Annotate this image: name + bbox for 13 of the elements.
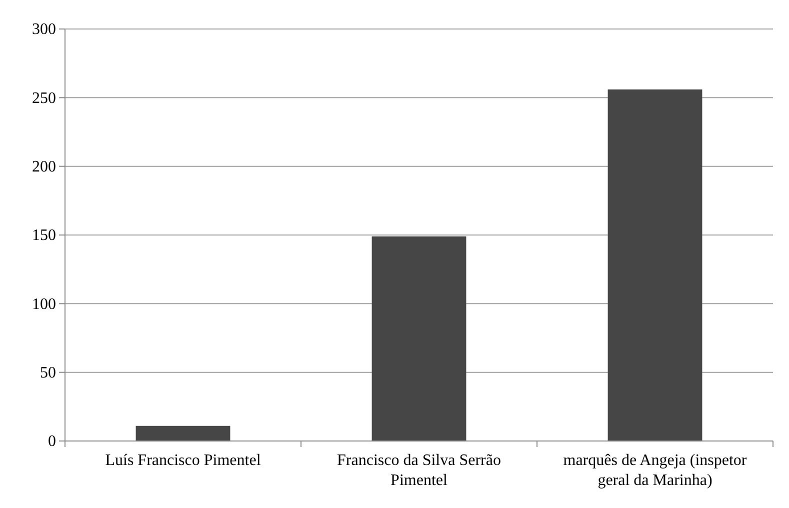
x-tick-label: Luís Francisco Pimentel — [105, 452, 262, 469]
bar — [608, 89, 702, 441]
y-tick-label: 100 — [32, 296, 56, 313]
x-tick-label: marquês de Angeja (inspetor geral da Marinha) — [563, 452, 748, 489]
bar — [136, 426, 230, 441]
y-tick-label: 50 — [40, 364, 56, 382]
bar — [372, 236, 466, 441]
y-tick-label: 150 — [32, 227, 56, 244]
y-tick-label: 0 — [48, 433, 56, 450]
y-tick-label: 200 — [32, 158, 56, 176]
y-tick-label: 250 — [32, 90, 56, 107]
x-tick-label: Francisco da Silva Serrão Pimentel — [337, 452, 501, 489]
y-tick-label: 300 — [32, 21, 56, 38]
